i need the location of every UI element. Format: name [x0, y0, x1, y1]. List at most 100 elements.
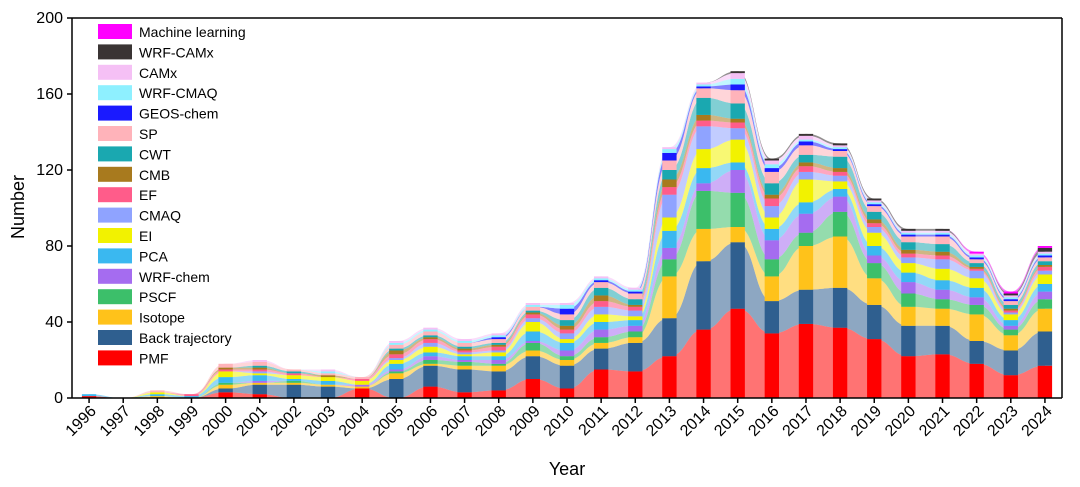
bar-pscf-2008: [491, 363, 506, 366]
x-tick-label: 2008: [472, 403, 509, 440]
bar-wrf-cmaq-2012: [628, 289, 643, 292]
bar-cmb-2011: [593, 295, 609, 302]
y-tick-label: 200: [36, 10, 63, 27]
x-tick-label: 2022: [950, 403, 987, 440]
legend-label: PMF: [139, 350, 169, 366]
bar-wrf-cmaq-2019: [867, 202, 882, 205]
legend-swatch: [98, 330, 132, 345]
bar-sp-2008: [491, 339, 506, 343]
bar-ef-2010: [559, 329, 575, 334]
bar-back-trajectory-2017: [798, 289, 814, 324]
bar-pmf-2000: [218, 392, 233, 398]
bar-wrf-cmaq-2018: [832, 147, 848, 150]
bar-pca-2003: [320, 380, 336, 385]
bar-sp-2009: [525, 306, 541, 311]
bar-cmb-2014: [696, 114, 711, 121]
legend-label: Isotope: [139, 310, 185, 326]
bar-camx-2015: [730, 73, 745, 79]
legend-swatch: [98, 44, 132, 60]
bar-back-trajectory-2024: [1037, 331, 1053, 366]
legend-swatch: [98, 289, 132, 305]
legend-swatch: [98, 24, 132, 39]
bar-sp-2011: [593, 282, 609, 288]
bar-back-trajectory-2012: [628, 342, 643, 372]
bar-pscf-2017: [798, 232, 814, 246]
bar-pca-2008: [491, 356, 506, 360]
bar-ei-2024: [1037, 274, 1053, 284]
x-tick-label: 2011: [576, 403, 612, 439]
bar-cmaq-2015: [730, 128, 745, 140]
bar-machine-learning-2023: [1003, 291, 1018, 294]
bar-cmb-2022: [969, 266, 984, 269]
bar-back-trajectory-2009: [525, 356, 541, 379]
bar-wrf-chem-2005: [389, 369, 404, 372]
bar-cmaq-2001: [252, 371, 267, 374]
legend-swatch: [98, 64, 132, 80]
bar-cmaq-2024: [1037, 270, 1053, 275]
x-tick-label: 2019: [848, 403, 885, 440]
bar-geos-chem-2021: [935, 234, 950, 237]
bar-pscf-2010: [559, 356, 575, 360]
bar-isotope-2024: [1037, 308, 1053, 332]
bar-geos-chem-2017: [798, 141, 814, 146]
bar-sp-2021: [935, 236, 950, 245]
bar-cwt-2024: [1037, 261, 1053, 265]
bar-back-trajectory-2008: [491, 371, 506, 391]
bar-back-trajectory-2006: [423, 365, 438, 387]
bar-isotope-2021: [935, 308, 950, 326]
bar-isotope-2022: [969, 314, 984, 341]
bar-pscf-2013: [662, 259, 677, 277]
bar-cwt-2021: [935, 244, 950, 252]
bar-camx-2011: [593, 276, 609, 279]
bar-wrf-cmaq-2008: [491, 335, 506, 338]
bar-camx-2008: [491, 333, 506, 336]
bar-wrf-chem-2024: [1037, 291, 1053, 300]
bar-pca-2013: [662, 230, 677, 248]
bar-cmb-2017: [798, 162, 814, 167]
x-tick-label: 2014: [677, 403, 714, 440]
bar-cmaq-2005: [389, 358, 404, 360]
bar-sp-2012: [628, 293, 643, 300]
bar-pscf-2014: [696, 190, 711, 229]
bar-wrf-chem-2021: [935, 289, 950, 300]
bar-camx-2007: [457, 339, 472, 341]
bar-cmb-2005: [389, 350, 404, 355]
bar-wrf-cmaq-2016: [764, 164, 779, 169]
bar-wrf-chem-2014: [696, 183, 711, 191]
bar-isotope-2002: [286, 382, 302, 385]
bar-pscf-2021: [935, 299, 950, 309]
bar-wrf-cmaq-2013: [662, 149, 677, 153]
bar-back-trajectory-2013: [662, 318, 677, 357]
bar-pmf-2019: [867, 339, 882, 398]
x-tick-label: 1997: [97, 403, 134, 440]
legend-label: SP: [139, 126, 158, 142]
bar-pscf-2020: [901, 293, 916, 307]
bar-sp-2007: [457, 342, 472, 347]
bar-back-trajectory-2007: [457, 369, 472, 393]
bar-pmf-2020: [901, 356, 916, 398]
legend-label: Back trajectory: [139, 330, 232, 346]
bar-wrf-chem-2008: [491, 360, 506, 364]
bar-cmb-2006: [423, 337, 438, 340]
bar-wrf-cmaq-2020: [901, 232, 916, 235]
bar-pscf-2022: [969, 304, 984, 315]
bar-sp-1998: [150, 390, 165, 393]
x-tick-label: 2021: [916, 403, 953, 440]
bar-isotope-2006: [423, 363, 438, 366]
bar-wrf-cmaq-2010: [559, 304, 575, 309]
bar-pscf-2002: [286, 380, 302, 383]
bar-cmaq-2014: [696, 126, 711, 150]
bar-camx-2017: [798, 135, 814, 140]
bar-geos-chem-2016: [764, 168, 779, 172]
bar-pca-1999: [184, 396, 199, 398]
bar-ef-2001: [252, 369, 267, 372]
x-tick-label: 1998: [131, 403, 168, 440]
bar-geos-chem-2010: [559, 308, 575, 315]
bar-sp-2006: [423, 331, 438, 336]
bar-camx-2006: [423, 327, 438, 330]
bar-isotope-2001: [252, 382, 267, 385]
bar-isotope-2017: [798, 246, 814, 290]
y-tick-label: 0: [54, 390, 63, 407]
bar-cmaq-2007: [457, 352, 472, 355]
x-tick-label: 2020: [882, 403, 919, 440]
